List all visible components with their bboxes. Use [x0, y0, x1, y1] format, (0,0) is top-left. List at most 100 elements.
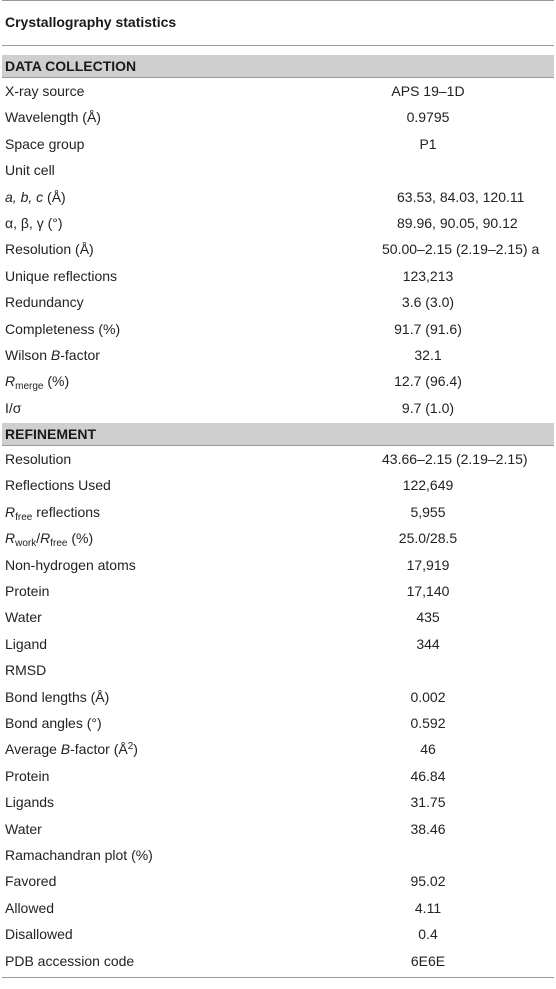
row-value: 91.7 (91.6): [394, 320, 462, 337]
row-label: Reflections Used: [5, 477, 111, 494]
table-row: Redundancy 3.6 (3.0): [2, 289, 554, 315]
table-title: Crystallography statistics: [2, 1, 554, 46]
table-row: I/σ 9.7 (1.0): [2, 395, 554, 421]
row-label: Resolution (Å): [5, 241, 94, 258]
table-row: Rwork/Rfree (%) 25.0/28.5: [2, 525, 554, 551]
row-value: 95.02: [410, 873, 446, 890]
row-label: a, b, c (Å): [5, 188, 66, 205]
table-row: Average B-factor (Å2) 46: [2, 736, 554, 762]
row-value: 38.46: [410, 820, 446, 837]
row-label: Wilson B-factor: [5, 346, 100, 363]
row-label: X-ray source: [5, 83, 85, 99]
row-value: 0.592: [410, 714, 446, 731]
row-label: Ligand: [5, 635, 48, 652]
table-row: Non-hydrogen atoms 17,919: [2, 552, 554, 578]
table-row: Bond lengths (Å) 0.002: [2, 684, 554, 710]
table-row: Protein 46.84: [2, 763, 554, 789]
row-label: Space group: [5, 135, 85, 152]
row-label: Unit cell: [5, 162, 55, 179]
row-value: 89.96, 90.05, 90.12: [397, 214, 518, 231]
table-row: Wilson B-factor 32.1: [2, 342, 554, 368]
row-label: PDB accession code: [5, 952, 135, 969]
row-value: 0.4: [418, 926, 438, 943]
table-row: Resolution 43.66–2.15 (2.19–2.15): [2, 446, 554, 472]
row-label: Rwork/Rfree (%): [5, 530, 94, 550]
row-value: 123,213: [402, 267, 454, 284]
row-value: 122,649: [402, 477, 454, 494]
row-value: 4.11: [414, 899, 442, 916]
row-value: 344: [416, 635, 440, 652]
row-value: 63.53, 84.03, 120.11: [397, 188, 525, 205]
table-row: Rfree reflections 5,955: [2, 499, 554, 525]
row-label: Ramachandran plot (%): [5, 846, 153, 863]
table-row: α, β, γ (°) 89.96, 90.05, 90.12: [2, 210, 554, 236]
row-label: Disallowed: [5, 926, 73, 943]
table-row: Ramachandran plot (%): [2, 842, 554, 868]
row-label: Allowed: [5, 899, 55, 916]
row-value: 50.00–2.15 (2.19–2.15) a: [382, 241, 540, 258]
row-value: 31.75: [410, 794, 446, 811]
section-heading-data-collection: DATA COLLECTION: [2, 46, 554, 78]
row-label: RMSD: [5, 662, 47, 679]
table-row: Unique reflections 123,213: [2, 263, 554, 289]
table-row: Completeness (%) 91.7 (91.6): [2, 316, 554, 342]
table-row: Water 38.46: [2, 816, 554, 842]
table-row: Resolution (Å) 50.00–2.15 (2.19–2.15) a: [2, 236, 554, 262]
row-label: Rfree reflections: [5, 503, 101, 523]
table-row: Allowed 4.11: [2, 895, 554, 921]
row-value: 3.6 (3.0): [401, 294, 455, 311]
row-value: P1: [419, 135, 437, 152]
table-row: a, b, c (Å) 63.53, 84.03, 120.11: [2, 184, 554, 210]
row-value: 46: [420, 741, 436, 758]
row-label: Protein: [5, 583, 50, 600]
row-label: Completeness (%): [5, 320, 121, 337]
table-row: Disallowed 0.4: [2, 921, 554, 947]
table-row: Ligands 31.75: [2, 789, 554, 815]
table-row: Protein 17,140: [2, 578, 554, 604]
row-label: Wavelength (Å): [5, 109, 101, 126]
row-value: 17,919: [406, 556, 450, 573]
row-label: Average B-factor (Å2): [5, 741, 138, 758]
row-label: Resolution: [5, 451, 72, 468]
row-value: 46.84: [410, 767, 446, 784]
section-heading-refinement: REFINEMENT: [2, 421, 554, 447]
table-row: PDB accession code 6E6E: [2, 948, 554, 974]
table-row: Rmerge (%) 12.7 (96.4): [2, 368, 554, 394]
row-label: Water: [5, 609, 42, 626]
row-value: 32.1: [414, 346, 442, 363]
table-bottom-rule: [2, 976, 554, 978]
row-value: 435: [416, 609, 440, 626]
row-label: Favored: [5, 873, 57, 890]
table-row: Ligand 344: [2, 631, 554, 657]
row-label: Ligands: [5, 794, 55, 811]
row-value: 0.9795: [406, 109, 450, 126]
row-value: 9.7 (1.0): [401, 399, 455, 416]
row-label: α, β, γ (°): [5, 214, 63, 231]
row-value: 6E6E: [410, 952, 446, 969]
row-value: APS 19–1D: [391, 83, 465, 99]
row-value: 17,140: [406, 583, 450, 600]
row-label: Rmerge (%): [5, 373, 70, 393]
row-label: Unique reflections: [5, 267, 118, 284]
row-label: I/σ: [5, 399, 22, 416]
row-value: 25.0/28.5: [398, 530, 458, 547]
row-value: 43.66–2.15 (2.19–2.15): [382, 451, 528, 468]
table-row: Reflections Used 122,649: [2, 472, 554, 498]
table-row: Water 435: [2, 604, 554, 630]
table-row: Wavelength (Å) 0.9795: [2, 104, 554, 130]
row-label: Bond lengths (Å): [5, 688, 110, 705]
row-value: 0.002: [410, 688, 446, 705]
table-row: X-ray source APS 19–1D: [2, 78, 554, 104]
row-value: 5,955: [410, 503, 446, 520]
row-label: Non-hydrogen atoms: [5, 556, 136, 573]
row-value: 12.7 (96.4): [394, 373, 462, 390]
row-label: Bond angles (°): [5, 714, 102, 731]
table-row: Space group P1: [2, 131, 554, 157]
table-row: Bond angles (°) 0.592: [2, 710, 554, 736]
table-row: RMSD: [2, 657, 554, 683]
row-label: Water: [5, 820, 42, 837]
table-row: Unit cell: [2, 157, 554, 183]
row-label: Redundancy: [5, 294, 84, 311]
table-row: Favored 95.02: [2, 868, 554, 894]
